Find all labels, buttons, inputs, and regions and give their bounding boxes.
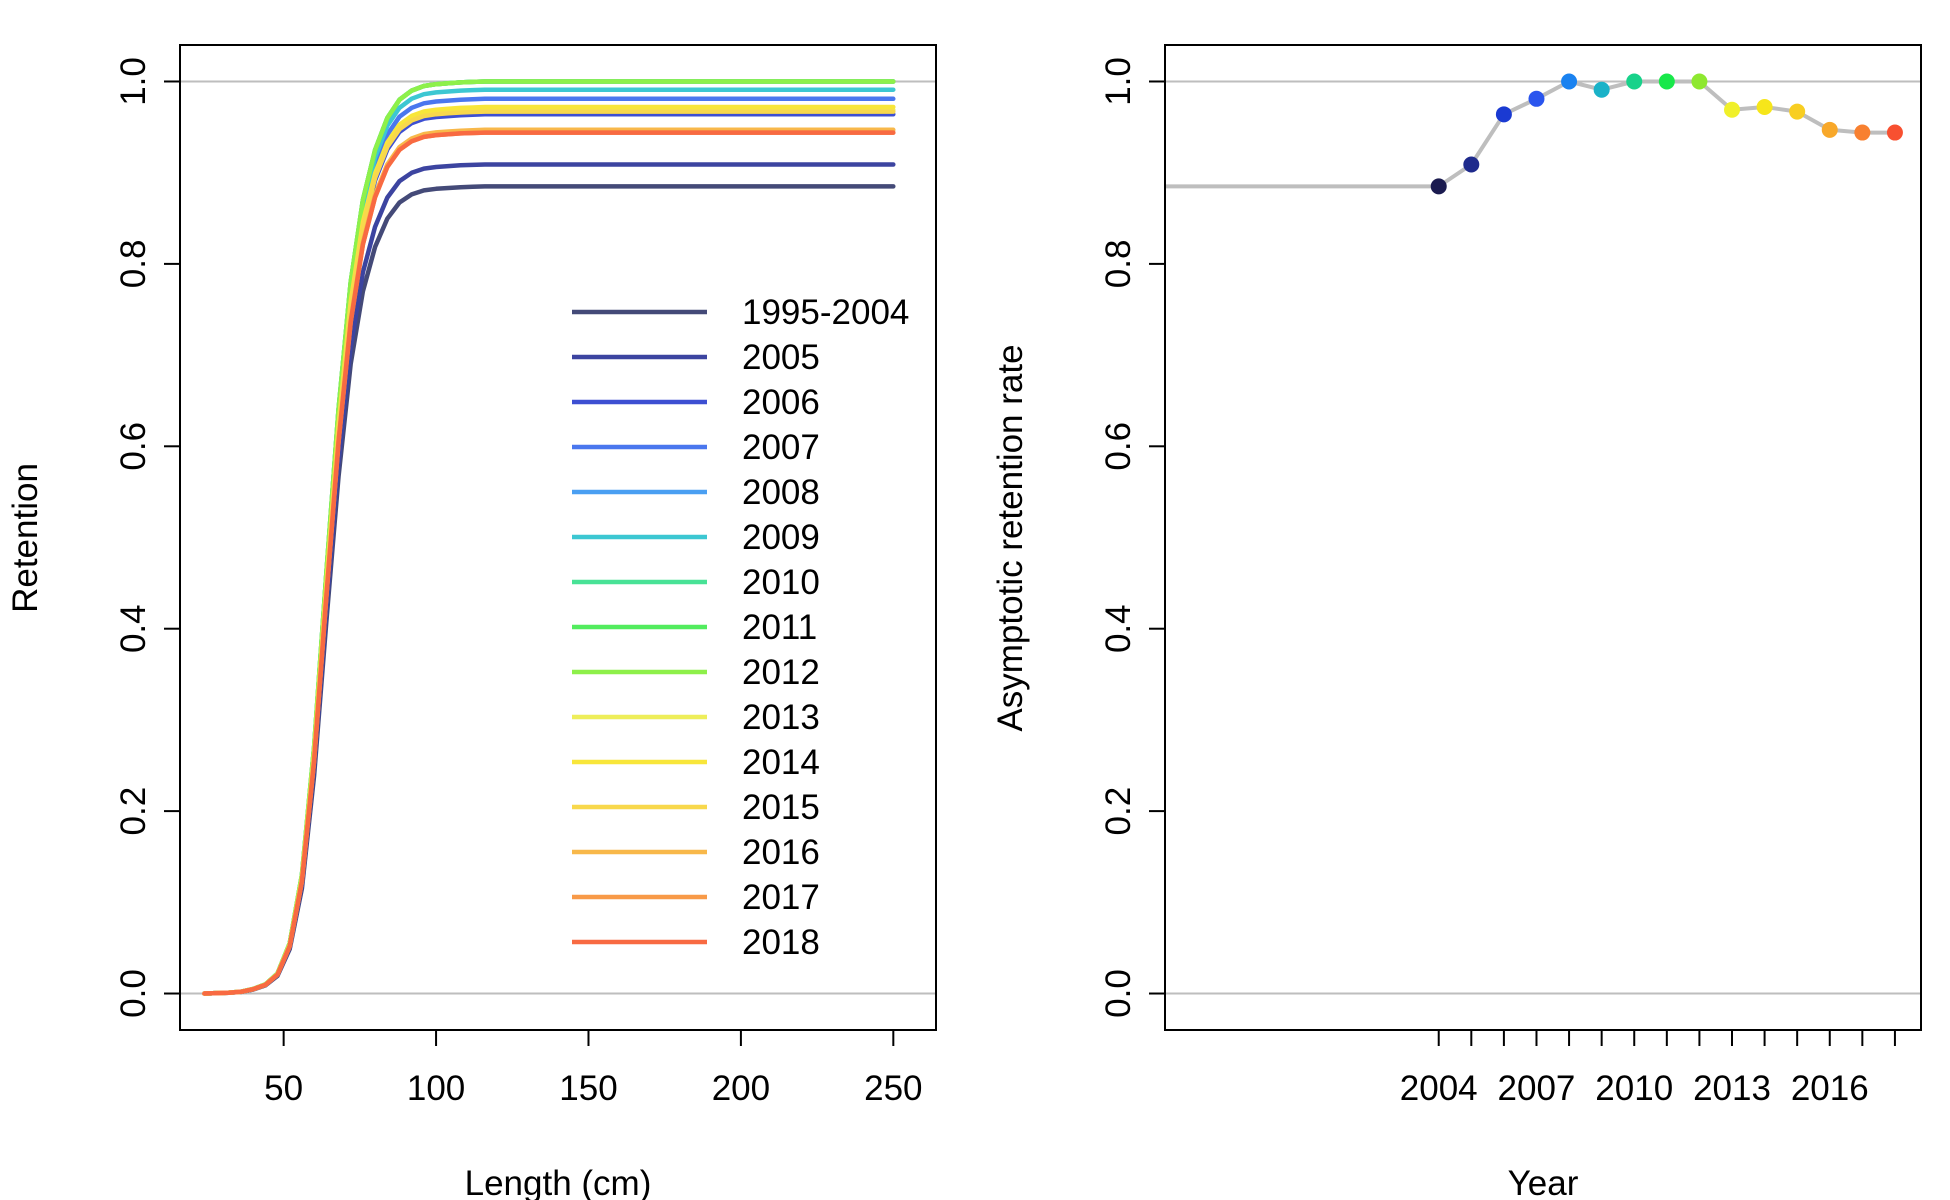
- data-point-2017: [1854, 124, 1871, 141]
- x-tick-label: 2013: [1693, 1069, 1771, 1108]
- legend-item: 2006: [572, 383, 820, 422]
- y-axis: 0.0 0.2 0.4 0.6 0.8 1.0: [114, 57, 180, 1018]
- legend-item: 2007: [572, 428, 820, 467]
- data-point-2007: [1528, 90, 1545, 107]
- legend-label: 2018: [742, 923, 820, 962]
- data-point-2012: [1691, 73, 1708, 90]
- x-tick-label: 2016: [1791, 1069, 1869, 1108]
- data-point-2011: [1658, 73, 1675, 90]
- y-tick-label: 0.2: [114, 787, 153, 836]
- x-tick-label: 250: [864, 1069, 922, 1108]
- legend-item: 2018: [572, 923, 820, 962]
- y-axis-title: Retention: [6, 463, 45, 613]
- legend-item: 2011: [572, 608, 817, 647]
- x-tick-label: 2004: [1400, 1069, 1478, 1108]
- x-axis: 2004 2007 2010 2013 2016: [1400, 1029, 1896, 1108]
- y-tick-label: 0.6: [114, 422, 153, 471]
- x-axis: 50 100 150 200 250: [264, 1029, 923, 1108]
- y-tick-label: 0.4: [114, 604, 153, 653]
- legend-label: 2012: [742, 653, 820, 692]
- legend-item: 1995-2004: [572, 293, 909, 332]
- legend-item: 2015: [572, 788, 820, 827]
- x-tick-label: 200: [712, 1069, 770, 1108]
- x-axis-title: Year: [1508, 1164, 1579, 1200]
- y-axis-title: Asymptotic retention rate: [991, 344, 1030, 731]
- reference-lines: [180, 80, 936, 995]
- plot-frame: [179, 44, 937, 1031]
- retention-by-length-panel: 50 100 150 200 250 0.0 0.2 0.4 0.6 0.8 1.0 Length…: [6, 44, 937, 1200]
- x-tick-label: 2007: [1498, 1069, 1576, 1108]
- y-tick-label: 0.0: [1099, 969, 1138, 1018]
- legend-item: 2005: [572, 338, 820, 377]
- y-axis: 0.0 0.2 0.4 0.6 0.8 1.0: [1099, 57, 1165, 1018]
- data-point-2004: [1430, 178, 1447, 195]
- legend-item: 2017: [572, 878, 820, 917]
- legend-item: 2008: [572, 473, 820, 512]
- legend-item: 2009: [572, 518, 820, 557]
- legend-label: 2015: [742, 788, 820, 827]
- y-tick-label: 0.4: [1099, 604, 1138, 653]
- data-point-2005: [1463, 156, 1480, 173]
- data-point-2006: [1495, 106, 1512, 123]
- legend-item: 2016: [572, 833, 820, 872]
- data-point-2014: [1756, 99, 1773, 116]
- x-tick-label: 150: [559, 1069, 617, 1108]
- y-tick-label: 1.0: [1099, 57, 1138, 106]
- legend-label: 2010: [742, 563, 820, 602]
- asymptotic-retention-series: [1165, 73, 1903, 195]
- legend-label: 2016: [742, 833, 820, 872]
- data-point-2010: [1626, 73, 1643, 90]
- data-point-2018: [1886, 124, 1903, 141]
- data-point-2009: [1593, 81, 1610, 98]
- legend: 1995-2004 2005 2006 2007 2008 2009 2010 2011 201…: [572, 293, 909, 962]
- legend-label: 2017: [742, 878, 820, 917]
- legend-label: 2008: [742, 473, 820, 512]
- data-point-2015: [1789, 103, 1806, 120]
- y-tick-label: 0.2: [1099, 787, 1138, 836]
- data-point-2008: [1561, 73, 1578, 90]
- plot-frame: [1164, 44, 1922, 1031]
- y-tick-label: 1.0: [114, 57, 153, 106]
- reference-lines: [1165, 80, 1921, 995]
- legend-label: 1995-2004: [742, 293, 909, 332]
- x-axis-title: Length (cm): [465, 1164, 652, 1200]
- legend-item: 2014: [572, 743, 820, 782]
- x-tick-label: 100: [407, 1069, 465, 1108]
- legend-label: 2013: [742, 698, 820, 737]
- y-tick-label: 0.8: [1099, 240, 1138, 289]
- data-point-2016: [1821, 121, 1838, 138]
- legend-label: 2014: [742, 743, 820, 782]
- legend-label: 2005: [742, 338, 820, 377]
- series-line-2018: [202, 130, 896, 996]
- asymptotic-retention-panel: 2004 2007 2010 2013 2016 0.00.20.40.60.81.0 …: [991, 44, 1922, 1200]
- y-tick-label: 0.8: [114, 240, 153, 289]
- legend-label: 2007: [742, 428, 820, 467]
- legend-label: 2006: [742, 383, 820, 422]
- y-tick-label: 0.0: [114, 969, 153, 1018]
- legend-label: 2009: [742, 518, 820, 557]
- legend-item: 2012: [572, 653, 820, 692]
- x-tick-label: 2010: [1595, 1069, 1673, 1108]
- y-tick-label: 0.6: [1099, 422, 1138, 471]
- retention-curves: [202, 79, 896, 996]
- legend-item: 2013: [572, 698, 820, 737]
- legend-label: 2011: [742, 608, 817, 647]
- data-point-2013: [1724, 101, 1740, 118]
- legend-item: 2010: [572, 563, 820, 602]
- x-tick-label: 50: [264, 1069, 303, 1108]
